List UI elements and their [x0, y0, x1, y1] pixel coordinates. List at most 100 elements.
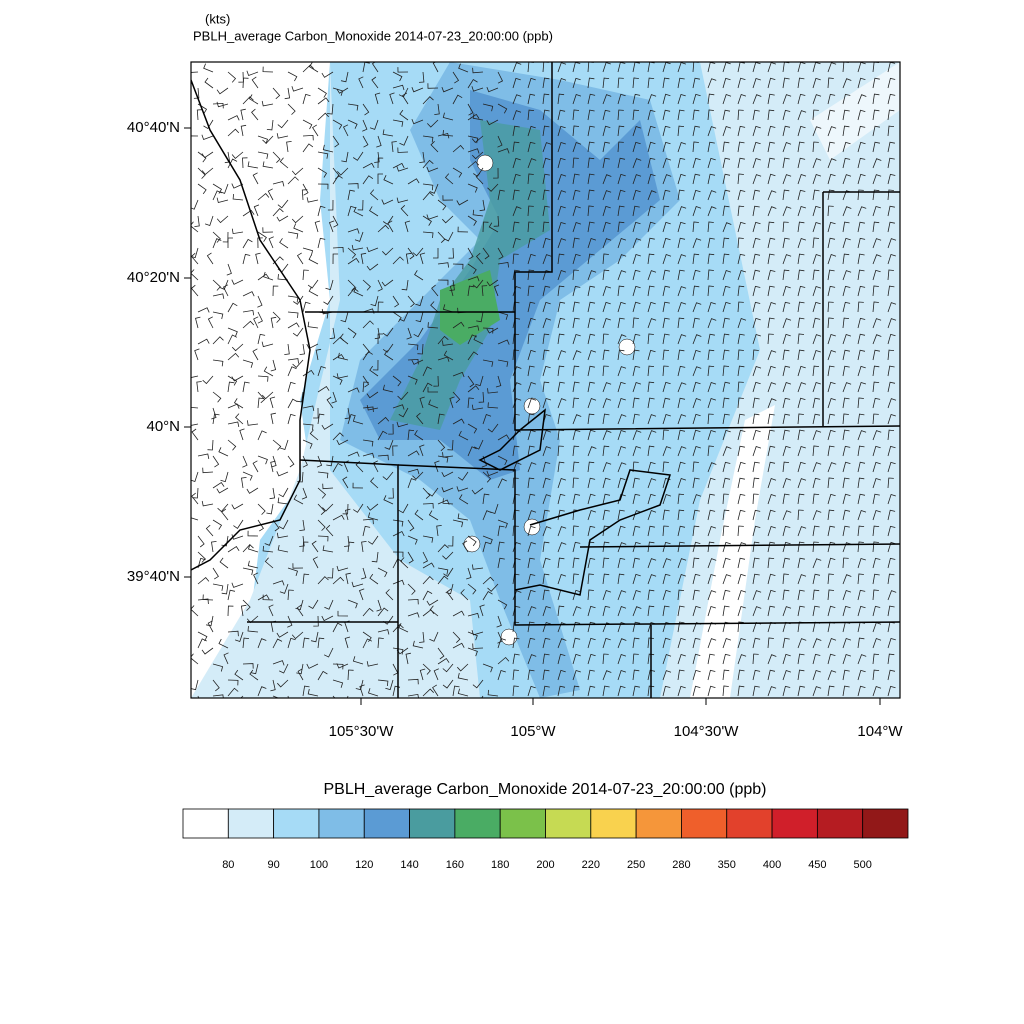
wind-barb: [240, 604, 247, 617]
wind-barb: [542, 589, 550, 601]
wind-barb: [557, 205, 566, 217]
wind-barb: [313, 407, 319, 419]
wind-barb: [812, 189, 820, 201]
wind-barb: [602, 94, 612, 105]
wind-barb: [827, 397, 836, 409]
wind-barb: [437, 657, 450, 665]
wind-barb: [752, 205, 760, 217]
wind-barb: [857, 269, 865, 281]
wind-barb: [722, 93, 732, 105]
wind-barb: [572, 414, 582, 425]
wind-barb: [277, 119, 289, 129]
wind-barb: [512, 285, 522, 297]
wind-barb: [842, 109, 850, 121]
wind-barb: [227, 421, 240, 427]
wind-barb: [782, 221, 789, 233]
wind-barb: [827, 93, 836, 105]
wind-barb: [278, 519, 289, 530]
shade: [660, 62, 900, 698]
wind-barb: [737, 270, 747, 281]
wind-barb: [332, 663, 344, 670]
wind-barb: [572, 253, 581, 265]
wind-barb: [782, 365, 791, 377]
wind-barb: [392, 579, 405, 586]
wind-barb: [362, 320, 374, 329]
wind-barb: [617, 381, 626, 393]
wind-barb: [427, 387, 438, 393]
wind-barb: [572, 621, 581, 633]
wind-barb: [212, 238, 222, 249]
wind-barb: [202, 467, 214, 474]
wind-barb: [587, 333, 596, 345]
wind-barb: [647, 397, 655, 409]
wind-barb: [212, 583, 224, 591]
wind-barb: [527, 317, 536, 329]
wind-barb: [332, 135, 340, 148]
wind-barb: [737, 525, 744, 537]
wind-barb: [857, 461, 866, 473]
wind-barb: [362, 135, 369, 148]
wind-barb: [358, 76, 364, 89]
wind-barb: [512, 141, 520, 153]
wind-barb: [797, 653, 805, 665]
wind-barb: [587, 237, 597, 249]
wind-barb: [460, 589, 469, 601]
wind-barb: [287, 322, 300, 329]
wind-barb: [737, 205, 745, 217]
wind-barb: [422, 487, 431, 499]
wind-barb: [707, 477, 716, 489]
wind-barb: [467, 160, 480, 169]
wind-barb: [216, 197, 229, 203]
wind-barb: [827, 221, 836, 233]
wind-barb: [191, 605, 199, 617]
wind-barb: [240, 124, 247, 137]
wind-barb: [662, 541, 671, 553]
wind-barb: [872, 605, 881, 617]
wind-barb: [362, 406, 374, 413]
wind-barb: [842, 365, 850, 377]
wind-barb: [195, 316, 201, 329]
wind-barb: [872, 301, 879, 313]
wind-barb: [617, 317, 625, 329]
wind-barb: [647, 637, 654, 649]
wind-barb: [257, 135, 269, 145]
wind-barb: [707, 590, 717, 601]
wind-barb: [250, 663, 259, 675]
wind-barb: [842, 285, 851, 297]
wind-barb: [359, 684, 365, 697]
wind-barb: [572, 173, 580, 185]
wind-barb: [352, 482, 364, 489]
wind-barb: [722, 446, 732, 457]
wind-barb: [293, 295, 304, 305]
wind-barb: [452, 391, 461, 404]
wind-barb: [212, 413, 220, 425]
wind-barb: [212, 279, 221, 291]
wind-barb: [827, 317, 834, 329]
wind-barb: [572, 93, 582, 105]
wind-barb: [317, 503, 326, 515]
wind-barb: [722, 589, 731, 601]
wind-barb: [857, 157, 866, 169]
wind-barb: [197, 598, 209, 605]
wind-barb: [197, 638, 207, 649]
wind-barb: [482, 541, 491, 553]
wind-barb: [782, 237, 790, 249]
shade: [191, 62, 330, 698]
wind-barb: [722, 493, 729, 505]
wind-barb: [381, 279, 394, 287]
wind-barb: [227, 115, 240, 121]
wind-barb: [512, 189, 520, 201]
wind-barb: [322, 503, 334, 512]
wind-barb: [396, 166, 409, 172]
wind-barb: [279, 583, 289, 594]
wind-barb: [737, 173, 744, 185]
wind-barb: [692, 461, 699, 473]
wind-barb: [887, 269, 894, 281]
wind-barb: [587, 189, 595, 201]
wind-barb: [415, 311, 424, 323]
wind-barb: [662, 509, 670, 521]
wind-barb: [872, 525, 880, 537]
wind-barb: [482, 576, 494, 585]
wind-barb: [857, 301, 864, 313]
